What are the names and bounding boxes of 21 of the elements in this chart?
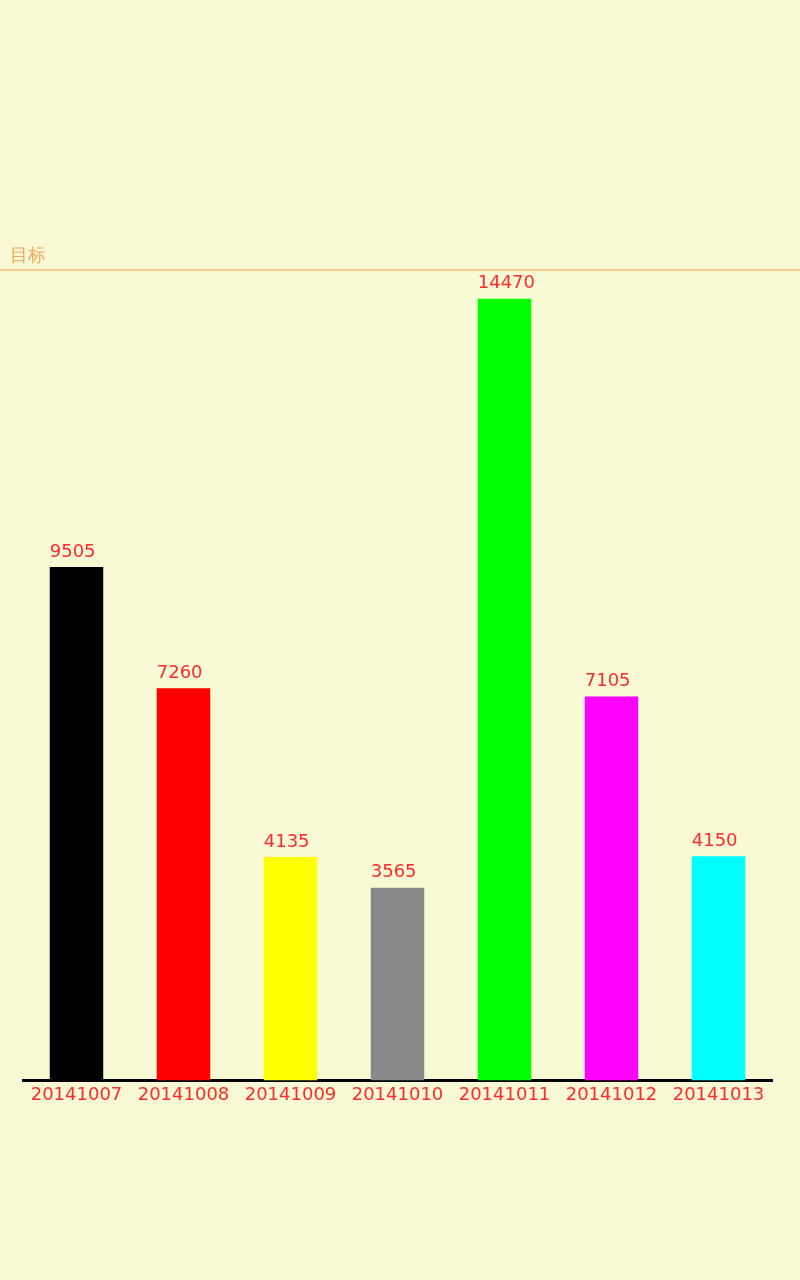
data-label: 7260 bbox=[156, 660, 203, 682]
bar bbox=[691, 856, 746, 1081]
data-label: 9505 bbox=[49, 539, 96, 561]
data-label: 7105 bbox=[584, 669, 631, 691]
data-label: 4135 bbox=[263, 829, 310, 851]
data-label: 3565 bbox=[370, 860, 417, 882]
x-tick-label: 20141008 bbox=[137, 1082, 230, 1104]
x-tick-label: 20141010 bbox=[351, 1082, 444, 1104]
data-label: 14470 bbox=[477, 271, 536, 293]
bar bbox=[370, 887, 425, 1081]
x-tick-label: 20141011 bbox=[458, 1082, 551, 1104]
bar bbox=[156, 688, 211, 1081]
ref-line-label: 目标 bbox=[10, 243, 46, 265]
bar bbox=[584, 696, 639, 1081]
x-tick-label: 20141012 bbox=[565, 1082, 658, 1104]
data-label: 4150 bbox=[691, 828, 738, 850]
bar bbox=[263, 857, 318, 1081]
bar bbox=[477, 298, 532, 1081]
x-tick-label: 20141009 bbox=[244, 1082, 337, 1104]
x-tick-label: 20141007 bbox=[30, 1082, 123, 1104]
x-tick-label: 20141013 bbox=[672, 1082, 765, 1104]
